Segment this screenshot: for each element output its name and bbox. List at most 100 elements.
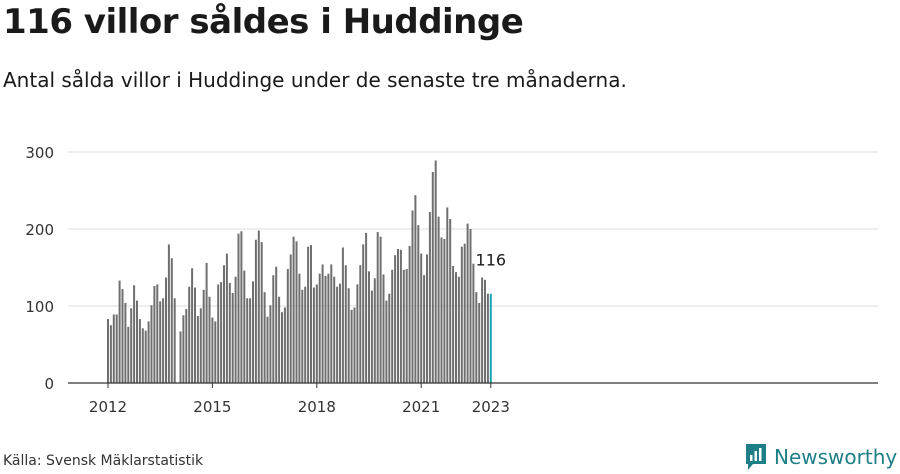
bar	[370, 290, 373, 383]
bar	[423, 275, 426, 383]
bar	[318, 273, 321, 383]
bar	[327, 273, 330, 383]
bar	[295, 241, 298, 383]
bar	[452, 265, 455, 383]
bar	[397, 249, 399, 383]
bar	[156, 284, 159, 383]
y-tick-label: 300	[25, 144, 54, 162]
bar	[481, 277, 484, 383]
bar	[133, 285, 136, 383]
bar	[446, 207, 449, 383]
x-tick-label: 2018	[298, 398, 336, 416]
y-tick-label: 0	[44, 375, 54, 393]
bar	[165, 277, 167, 383]
bar	[179, 331, 182, 383]
bar	[147, 321, 150, 383]
bar	[312, 287, 315, 383]
bar	[315, 284, 318, 383]
bar	[220, 282, 223, 383]
bar	[350, 309, 353, 383]
bar	[243, 270, 246, 383]
bar	[379, 236, 382, 383]
bar	[455, 272, 457, 383]
bar	[365, 232, 368, 383]
bar-latest	[489, 293, 492, 383]
bar	[278, 296, 281, 383]
x-tick-label: 2015	[193, 398, 231, 416]
bar	[115, 314, 118, 383]
bar	[263, 292, 266, 383]
bar	[136, 300, 138, 383]
bar	[223, 265, 225, 383]
x-tick-label: 2021	[402, 398, 440, 416]
bar	[469, 229, 472, 383]
bar	[194, 287, 196, 383]
bar	[440, 237, 443, 383]
last-value-label: 116	[476, 251, 507, 270]
bar	[385, 300, 388, 383]
bar	[231, 292, 234, 383]
bar	[344, 265, 347, 383]
newsworthy-logo-icon	[746, 444, 766, 470]
bar	[124, 302, 127, 383]
bar	[368, 271, 370, 383]
bar	[214, 321, 217, 383]
bar	[478, 302, 481, 383]
x-tick-label: 2023	[472, 398, 510, 416]
bar	[199, 308, 202, 383]
bar	[260, 242, 263, 383]
bar	[304, 286, 307, 383]
bar	[170, 258, 173, 383]
bar	[431, 172, 434, 383]
bar	[237, 233, 240, 383]
bar	[324, 275, 327, 383]
bar	[391, 269, 394, 383]
bar	[109, 325, 112, 383]
bar	[138, 319, 141, 383]
bar	[292, 236, 295, 383]
bar	[252, 281, 254, 383]
bar	[182, 315, 185, 383]
bar	[298, 273, 301, 383]
bar	[208, 296, 211, 383]
bar	[289, 254, 292, 383]
source-note: Källa: Svensk Mäklarstatistik	[3, 453, 204, 469]
bar	[107, 319, 109, 383]
bar	[185, 309, 188, 383]
bar	[249, 298, 252, 383]
bar	[144, 330, 147, 383]
y-tick-label: 100	[25, 298, 54, 316]
bar	[118, 280, 121, 383]
bar	[341, 247, 344, 383]
bar	[449, 218, 452, 383]
bar	[399, 249, 402, 383]
bar	[330, 264, 333, 383]
bar	[466, 223, 469, 383]
bar	[167, 244, 170, 383]
bar	[484, 279, 486, 383]
bar	[162, 298, 165, 383]
bar	[234, 276, 237, 383]
bar	[417, 225, 420, 383]
bar	[402, 269, 405, 383]
bar	[426, 254, 428, 383]
bar	[411, 210, 414, 383]
bar	[408, 245, 411, 383]
bar	[225, 253, 228, 383]
bar	[443, 239, 446, 383]
bar	[196, 316, 199, 383]
bar	[301, 289, 304, 383]
bar	[310, 245, 312, 383]
bar	[339, 283, 341, 383]
bar	[254, 239, 257, 383]
bar	[130, 308, 133, 383]
bar	[150, 305, 153, 383]
bar	[159, 301, 162, 383]
bar	[127, 326, 130, 383]
bar	[356, 284, 359, 383]
bar	[486, 293, 489, 383]
bar	[266, 316, 269, 383]
chart-subtitle: Antal sålda villor i Huddinge under de s…	[3, 68, 627, 92]
bar	[121, 289, 124, 383]
bar	[347, 288, 350, 383]
